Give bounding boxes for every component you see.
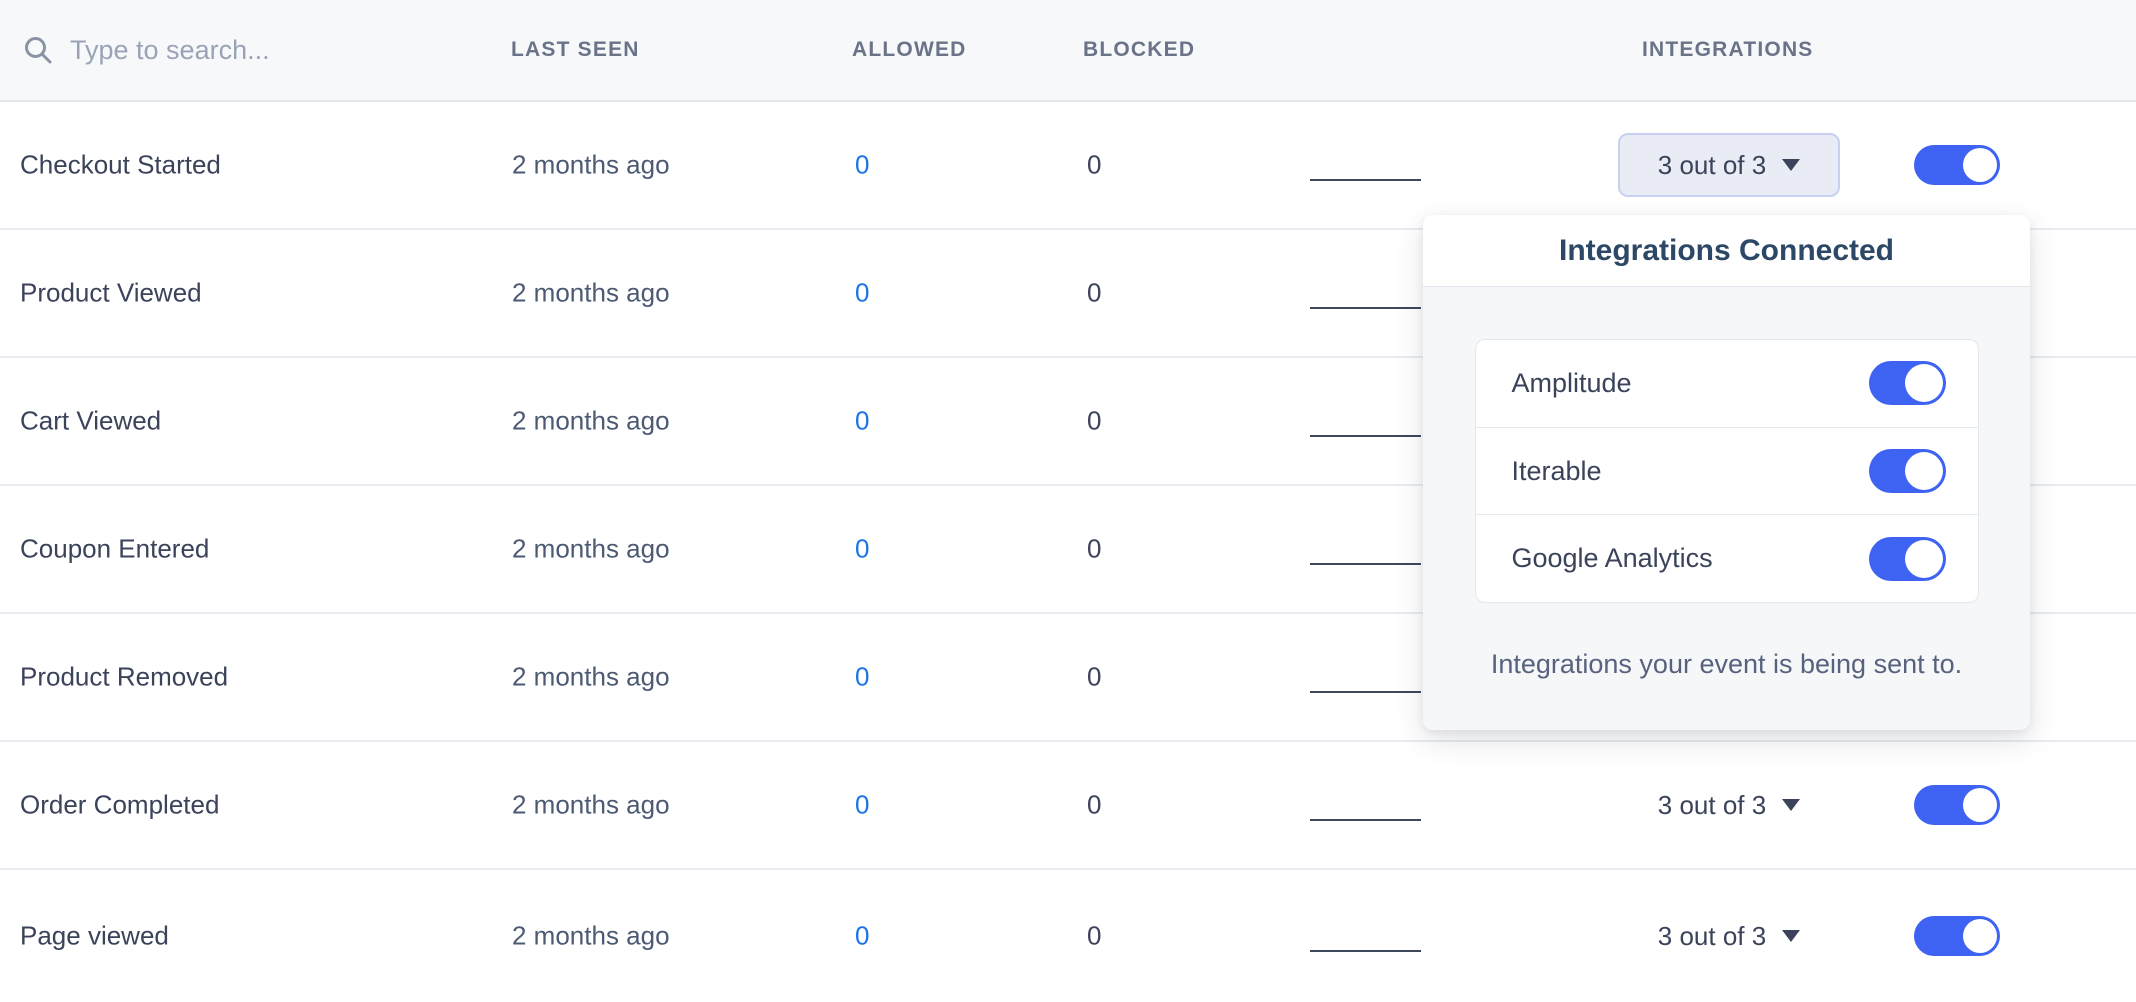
blocked-count: 0 <box>1087 789 1102 820</box>
event-name: Page viewed <box>20 920 169 951</box>
integration-row: Google Analytics <box>1476 515 1978 602</box>
event-enabled-toggle[interactable] <box>1914 916 2000 956</box>
no-data-line <box>1310 950 1421 952</box>
no-data-line <box>1310 179 1421 181</box>
event-name: Product Viewed <box>20 277 202 308</box>
toggle-knob <box>1963 788 1997 822</box>
no-data-line <box>1310 307 1421 309</box>
integration-toggle[interactable] <box>1868 536 1946 581</box>
no-data-line <box>1310 819 1421 821</box>
integration-name: Iterable <box>1511 455 1602 486</box>
popover-caption: Integrations your event is being sent to… <box>1490 649 1963 679</box>
allowed-count-link[interactable]: 0 <box>855 149 870 180</box>
integrations-popover: Integrations Connected Amplitude Iterabl… <box>1423 215 2030 730</box>
column-header-blocked: BLOCKED <box>1083 38 1196 61</box>
allowed-count-link[interactable]: 0 <box>855 789 870 820</box>
blocked-count: 0 <box>1087 920 1102 951</box>
event-name: Order Completed <box>20 789 220 820</box>
toggle-knob <box>1963 919 1997 953</box>
allowed-count-link[interactable]: 0 <box>855 533 870 564</box>
integration-name: Amplitude <box>1511 367 1632 398</box>
integration-row: Iterable <box>1475 428 1978 516</box>
integration-row: Amplitude <box>1475 340 1978 428</box>
allowed-count-link[interactable]: 0 <box>855 277 870 308</box>
no-data-line <box>1310 563 1421 565</box>
integrations-dropdown-label: 3 out of 3 <box>1657 920 1767 951</box>
no-data-line <box>1310 691 1421 693</box>
column-header-integrations: INTEGRATIONS <box>1642 38 1814 61</box>
search-input[interactable] <box>70 34 490 66</box>
chevron-down-icon <box>1782 930 1801 942</box>
column-header-allowed: ALLOWED <box>852 38 967 61</box>
integration-name: Google Analytics <box>1511 543 1713 574</box>
toggle-knob <box>1904 539 1943 578</box>
integrations-dropdown-label: 3 out of 3 <box>1657 149 1767 180</box>
blocked-count: 0 <box>1087 277 1102 308</box>
blocked-count: 0 <box>1087 661 1102 692</box>
search-box[interactable] <box>22 0 490 100</box>
integration-toggle[interactable] <box>1868 361 1946 406</box>
integration-toggle[interactable] <box>1868 449 1946 493</box>
integrations-card: Amplitude Iterable Google Analytics <box>1474 339 1979 603</box>
table-row: Checkout Started 2 months ago 0 0 3 out … <box>0 102 2136 230</box>
event-name: Coupon Entered <box>20 533 210 564</box>
event-enabled-toggle[interactable] <box>1914 785 2000 825</box>
popover-title: Integrations Connected <box>1423 215 2030 287</box>
chevron-down-icon <box>1782 799 1801 811</box>
integrations-dropdown[interactable]: 3 out of 3 <box>1618 904 1840 968</box>
last-seen-value: 2 months ago <box>512 277 670 308</box>
last-seen-value: 2 months ago <box>512 789 670 820</box>
column-header-last-seen: LAST SEEN <box>511 38 640 61</box>
toggle-knob <box>1904 452 1943 490</box>
table-row: Page viewed 2 months ago 0 0 3 out of 3 <box>0 870 2136 1002</box>
allowed-count-link[interactable]: 0 <box>855 920 870 951</box>
allowed-count-link[interactable]: 0 <box>855 661 870 692</box>
event-name: Checkout Started <box>20 149 221 180</box>
no-data-line <box>1310 435 1421 437</box>
event-name: Product Removed <box>20 661 229 692</box>
integrations-dropdown-label: 3 out of 3 <box>1657 789 1767 820</box>
integrations-dropdown[interactable]: 3 out of 3 <box>1618 133 1840 197</box>
event-enabled-toggle[interactable] <box>1914 145 2000 185</box>
toggle-knob <box>1904 364 1943 403</box>
last-seen-value: 2 months ago <box>512 149 670 180</box>
table-row: Order Completed 2 months ago 0 0 3 out o… <box>0 742 2136 870</box>
popover-body: Amplitude Iterable Google Analytics Inte… <box>1423 287 2030 680</box>
chevron-down-icon <box>1782 159 1801 171</box>
search-icon <box>25 37 52 64</box>
integrations-dropdown[interactable]: 3 out of 3 <box>1618 773 1840 837</box>
blocked-count: 0 <box>1087 149 1102 180</box>
allowed-count-link[interactable]: 0 <box>855 405 870 436</box>
last-seen-value: 2 months ago <box>512 920 670 951</box>
blocked-count: 0 <box>1087 405 1102 436</box>
event-name: Cart Viewed <box>20 405 162 436</box>
last-seen-value: 2 months ago <box>512 661 670 692</box>
toggle-knob <box>1963 148 1997 182</box>
blocked-count: 0 <box>1087 533 1102 564</box>
last-seen-value: 2 months ago <box>512 405 670 436</box>
last-seen-value: 2 months ago <box>512 533 670 564</box>
table-header: LAST SEEN ALLOWED BLOCKED INTEGRATIONS <box>0 0 2136 102</box>
